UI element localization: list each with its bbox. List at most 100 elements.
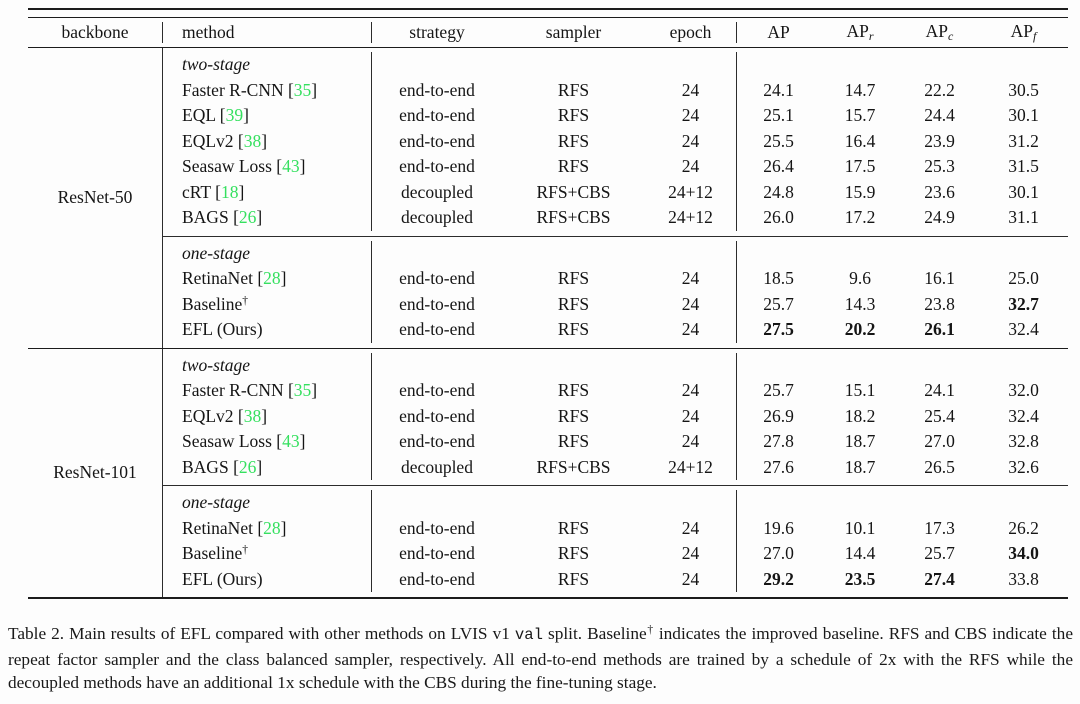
group-label: one-stage [163, 240, 372, 266]
method-name: Seasaw Loss [182, 431, 272, 451]
backbone-section: ResNet-50 two-stage Faster R-CNN [35] end-t… [28, 48, 1068, 348]
cell-strategy: end-to-end [399, 130, 475, 151]
cell-epoch: 24 [645, 403, 737, 429]
table-row: EQLv2 [38] end-to-end RFS 24 25.5 16.4 23.9 31.… [163, 128, 1068, 154]
cell-apc [900, 241, 979, 267]
col-header-ap-common: APc [900, 21, 979, 44]
ap-label: AP [925, 21, 949, 41]
section-body: two-stage Faster R-CNN [35] end-to-end RFS 2… [163, 48, 1068, 348]
backbone-section: ResNet-101 two-stage Faster R-CNN [35] end-… [28, 348, 1068, 597]
dagger-symbol: † [242, 544, 249, 556]
cell-apr [820, 241, 900, 267]
cell-method: EFL (Ours) [163, 317, 372, 343]
cell-apr: 15.7 [844, 105, 876, 125]
cell-sampler: RFS+CBS [536, 207, 611, 227]
cell-apf: 30.1 [1008, 105, 1039, 125]
cell-strategy: end-to-end [399, 517, 475, 538]
cell-epoch: 24 [645, 378, 737, 404]
cell-method: Seasaw Loss [43] [163, 429, 372, 455]
cell-ap: 19.6 [763, 517, 794, 538]
method-name: EQLv2 [182, 130, 234, 151]
cell-sampler: RFS [557, 130, 590, 151]
cell-sampler: RFS [557, 431, 590, 451]
table-row: Seasaw Loss [43] end-to-end RFS 24 27.8 18.7 2… [163, 429, 1068, 455]
cell-method: EQLv2 [38] [163, 403, 372, 429]
cell-apc: 27.4 [924, 568, 955, 589]
cell-strategy: decoupled [401, 456, 473, 477]
backbone-label: ResNet-101 [28, 348, 163, 597]
cell-apr: 20.2 [844, 319, 876, 339]
cell-sampler: RFS [557, 79, 590, 100]
cell-ap: 18.5 [763, 268, 794, 288]
cell-ap: 25.7 [763, 293, 794, 314]
cell-apr: 14.7 [844, 79, 876, 100]
col-header-sampler: sampler [545, 22, 602, 42]
cell-epoch [645, 240, 737, 266]
cell-strategy: end-to-end [399, 268, 475, 288]
cell-apf: 26.2 [1008, 517, 1039, 538]
method-name: RetinaNet [182, 268, 253, 288]
ap-label: AP [846, 21, 869, 41]
cell-strategy: decoupled [401, 207, 473, 227]
caption-mono-val: val [514, 626, 543, 644]
table-row: Faster R-CNN [35] end-to-end RFS 24 24.1 14.7… [163, 77, 1068, 103]
cell-method: cRT [18] [163, 179, 372, 205]
cell-apf [979, 52, 1068, 78]
cell-apr: 18.7 [844, 456, 876, 477]
cell-sampler: RFS+CBS [536, 456, 611, 477]
cell-apr: 18.2 [844, 405, 876, 426]
method-name: Baseline [182, 293, 243, 314]
table-row: EQLv2 [38] end-to-end RFS 24 26.9 18.2 25.4 32.… [163, 403, 1068, 429]
cell-ap [737, 353, 820, 379]
cell-ap: 25.1 [763, 105, 794, 125]
table-row: RetinaNet [28] end-to-end RFS 24 19.6 10.1 17.… [163, 515, 1068, 541]
group-label-row: two-stage [163, 52, 1068, 78]
cell-strategy [372, 490, 502, 516]
cell-sampler: RFS [557, 517, 590, 538]
cell-sampler: RFS [557, 268, 590, 288]
method-name: EQLv2 [182, 405, 234, 426]
citation-number: 26 [238, 456, 257, 477]
method-name: BAGS [182, 207, 229, 227]
cell-epoch [645, 52, 737, 78]
header-bottom-rule [28, 47, 1068, 48]
cell-apf: 25.0 [1008, 268, 1039, 288]
col-header-method: method [163, 22, 372, 43]
cell-epoch: 24 [645, 541, 737, 567]
results-table: backbone method strategy sampler epoch A… [28, 8, 1068, 599]
cell-ap: 25.7 [763, 380, 794, 400]
cell-apr: 17.2 [844, 207, 876, 227]
cell-apr: 10.1 [844, 517, 876, 538]
table-row: Baseline† end-to-end RFS 24 25.7 14.3 23.8 32.7 [163, 291, 1068, 317]
dagger-symbol: † [242, 294, 249, 307]
col-header-backbone: backbone [28, 22, 163, 43]
cell-apr [820, 353, 900, 379]
cell-sampler: RFS [557, 319, 590, 339]
cell-ap: 27.8 [763, 431, 794, 451]
cell-sampler: RFS [557, 380, 590, 400]
cell-method: Baseline† [163, 291, 372, 317]
cell-epoch: 24 [645, 317, 737, 343]
citation-number: 43 [282, 431, 300, 451]
cell-ap: 27.6 [763, 456, 794, 477]
group-label-row: one-stage [163, 490, 1068, 516]
table-row: BAGS [26] decoupled RFS+CBS 24+12 27.6 18.7 26… [163, 454, 1068, 480]
cell-ap: 24.8 [763, 181, 794, 202]
method-name: Faster R-CNN [182, 380, 284, 400]
table-row: Faster R-CNN [35] end-to-end RFS 24 25.7 15.1… [163, 378, 1068, 404]
cell-epoch [645, 490, 737, 516]
method-group: one-stage RetinaNet [28] end-to-end RFS 24 19… [163, 486, 1068, 597]
cell-ap: 26.9 [763, 405, 794, 426]
table-body: ResNet-50 two-stage Faster R-CNN [35] end-t… [28, 48, 1068, 597]
citation-number: 43 [282, 156, 300, 176]
cell-ap [737, 490, 820, 516]
cell-strategy: end-to-end [399, 405, 475, 426]
cell-strategy: end-to-end [399, 79, 475, 100]
cell-apf: 32.4 [1008, 405, 1039, 426]
table-top-rule [28, 8, 1068, 18]
col-header-ap-frequent: APf [979, 21, 1068, 44]
cell-epoch: 24 [645, 291, 737, 317]
cell-apf: 31.5 [1008, 156, 1039, 176]
ap-subscript-r: r [868, 29, 874, 43]
cell-sampler [502, 353, 645, 379]
